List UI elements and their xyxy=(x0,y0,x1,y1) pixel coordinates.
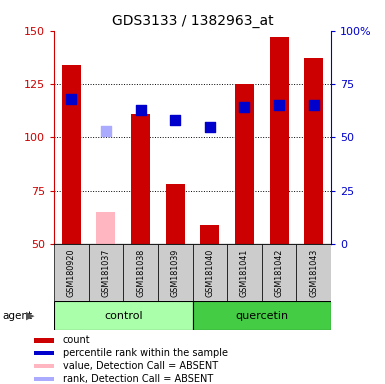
Bar xyxy=(296,244,331,301)
Bar xyxy=(200,225,219,244)
Bar xyxy=(62,65,81,244)
Text: GSM181039: GSM181039 xyxy=(171,248,180,297)
Bar xyxy=(123,244,158,301)
Bar xyxy=(34,338,54,343)
Point xyxy=(68,96,74,102)
Text: GSM181041: GSM181041 xyxy=(240,248,249,297)
Point xyxy=(276,102,282,108)
Bar xyxy=(235,84,254,244)
Text: control: control xyxy=(104,311,142,321)
Bar xyxy=(166,184,185,244)
Bar xyxy=(34,377,54,381)
Text: GSM181042: GSM181042 xyxy=(275,248,284,297)
Bar xyxy=(192,244,227,301)
Text: ▶: ▶ xyxy=(26,311,35,321)
Bar xyxy=(270,37,289,244)
Text: GSM181043: GSM181043 xyxy=(309,248,318,297)
Bar xyxy=(54,244,89,301)
Point xyxy=(137,106,144,113)
Bar xyxy=(262,244,296,301)
Point xyxy=(241,104,248,111)
Title: GDS3133 / 1382963_at: GDS3133 / 1382963_at xyxy=(112,14,273,28)
Bar xyxy=(131,114,150,244)
Bar xyxy=(192,301,331,330)
Bar xyxy=(89,244,123,301)
Text: GSM181037: GSM181037 xyxy=(101,248,110,297)
Text: GSM181040: GSM181040 xyxy=(205,248,214,297)
Text: rank, Detection Call = ABSENT: rank, Detection Call = ABSENT xyxy=(63,374,213,384)
Text: count: count xyxy=(63,335,90,345)
Point xyxy=(207,124,213,130)
Text: GSM181038: GSM181038 xyxy=(136,248,145,297)
Bar xyxy=(227,244,262,301)
Bar xyxy=(54,301,192,330)
Text: quercetin: quercetin xyxy=(235,311,288,321)
Bar xyxy=(158,244,192,301)
Bar xyxy=(96,212,116,244)
Point xyxy=(103,128,109,134)
Bar xyxy=(34,351,54,356)
Point xyxy=(172,117,178,123)
Text: agent: agent xyxy=(2,311,32,321)
Text: percentile rank within the sample: percentile rank within the sample xyxy=(63,348,228,358)
Bar xyxy=(304,58,323,244)
Text: value, Detection Call = ABSENT: value, Detection Call = ABSENT xyxy=(63,361,218,371)
Bar xyxy=(34,364,54,369)
Text: GSM180920: GSM180920 xyxy=(67,248,76,297)
Point xyxy=(311,102,317,108)
